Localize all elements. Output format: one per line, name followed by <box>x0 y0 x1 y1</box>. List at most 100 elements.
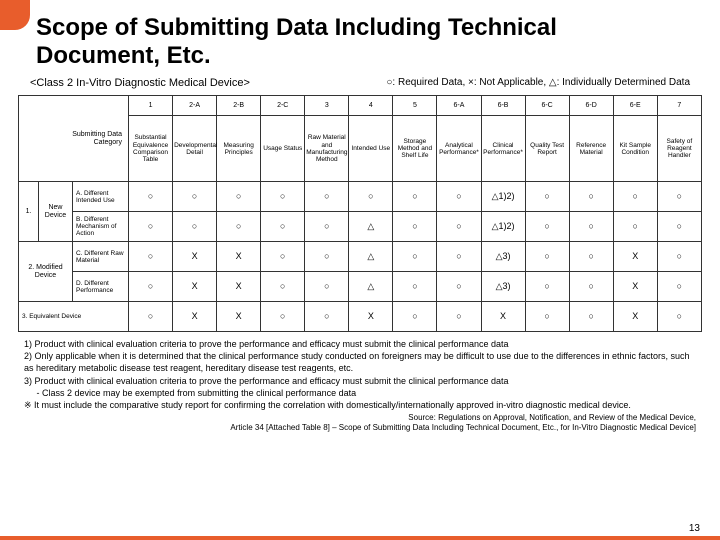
col-header: 2-B <box>217 96 261 116</box>
data-cell: △1)2) <box>481 212 525 242</box>
row-group-num: 1. <box>19 182 39 242</box>
data-cell: X <box>173 302 217 332</box>
data-cell: ○ <box>305 242 349 272</box>
data-cell: X <box>613 302 657 332</box>
data-cell: △1)2) <box>481 182 525 212</box>
col-header: 6-A <box>437 96 481 116</box>
data-cell: ○ <box>525 182 569 212</box>
data-cell: X <box>173 242 217 272</box>
data-cell: ○ <box>437 242 481 272</box>
data-cell: ○ <box>437 212 481 242</box>
data-cell: ○ <box>349 182 393 212</box>
data-cell: X <box>217 242 261 272</box>
data-cell: ○ <box>261 242 305 272</box>
col-header: 2-C <box>261 96 305 116</box>
footnote-line: 2) Only applicable when it is determined… <box>24 350 696 374</box>
data-cell: ○ <box>393 212 437 242</box>
row-label: C. Different Raw Material <box>73 242 129 272</box>
data-cell: ○ <box>261 182 305 212</box>
data-cell: X <box>349 302 393 332</box>
row-group-label: New Device <box>39 182 73 242</box>
col-header: 7 <box>657 96 701 116</box>
footnotes: 1) Product with clinical evaluation crit… <box>0 332 720 413</box>
data-cell: ○ <box>261 272 305 302</box>
col-header: 2-A <box>173 96 217 116</box>
corner-label: Submitting DataCategory <box>19 96 129 182</box>
data-header: Quality Test Report <box>525 116 569 182</box>
data-header: Clinical Performance* <box>481 116 525 182</box>
data-cell: ○ <box>525 242 569 272</box>
data-header: Safety of Reagent Handler <box>657 116 701 182</box>
table-row: B. Different Mechanism of Action○○○○○△○○… <box>19 212 702 242</box>
data-cell: △ <box>349 212 393 242</box>
data-cell: ○ <box>437 272 481 302</box>
data-table: Submitting DataCategory 12-A2-B2-C3456-A… <box>18 95 702 332</box>
data-cell: X <box>217 302 261 332</box>
data-cell: ○ <box>525 272 569 302</box>
data-cell: ○ <box>613 182 657 212</box>
col-header: 6-E <box>613 96 657 116</box>
col-header: 6-C <box>525 96 569 116</box>
bottom-accent-bar <box>0 536 720 540</box>
data-cell: ○ <box>261 212 305 242</box>
data-cell: ○ <box>129 272 173 302</box>
col-header: 3 <box>305 96 349 116</box>
row-label: A. Different Intended Use <box>73 182 129 212</box>
header-row: <Class 2 In-Vitro Diagnostic Medical Dev… <box>0 73 720 95</box>
data-cell: ○ <box>393 272 437 302</box>
data-header: Usage Status <box>261 116 305 182</box>
data-cell: ○ <box>569 272 613 302</box>
data-cell: ○ <box>437 182 481 212</box>
data-cell: ○ <box>393 182 437 212</box>
data-cell: ○ <box>613 212 657 242</box>
table-row: 1.New DeviceA. Different Intended Use○○○… <box>19 182 702 212</box>
data-cell: ○ <box>569 212 613 242</box>
data-cell: △3) <box>481 272 525 302</box>
row-group-full: 3. Equivalent Device <box>19 302 129 332</box>
data-cell: ○ <box>657 272 701 302</box>
data-cell: ○ <box>569 182 613 212</box>
data-header: Developmental Detail <box>173 116 217 182</box>
data-cell: ○ <box>569 302 613 332</box>
col-header: 6-B <box>481 96 525 116</box>
row-label: B. Different Mechanism of Action <box>73 212 129 242</box>
data-header: Substantial Equivalence Comparison Table <box>129 116 173 182</box>
row-label: D. Different Performance <box>73 272 129 302</box>
data-cell: ○ <box>129 182 173 212</box>
data-cell: ○ <box>569 242 613 272</box>
data-cell: △3) <box>481 242 525 272</box>
data-cell: ○ <box>657 242 701 272</box>
table-row: D. Different Performance○XX○○△○○△3)○○X○ <box>19 272 702 302</box>
data-cell: △ <box>349 242 393 272</box>
data-cell: ○ <box>305 182 349 212</box>
data-cell: ○ <box>657 302 701 332</box>
footnote-line: 3) Product with clinical evaluation crit… <box>24 375 696 387</box>
data-cell: ○ <box>217 182 261 212</box>
source-line: Article 34 [Attached Table 8] – Scope of… <box>24 423 696 433</box>
data-cell: X <box>613 242 657 272</box>
table-row: 2. Modified DeviceC. Different Raw Mater… <box>19 242 702 272</box>
data-cell: ○ <box>305 272 349 302</box>
data-table-wrap: Submitting DataCategory 12-A2-B2-C3456-A… <box>0 95 720 332</box>
data-cell: △ <box>349 272 393 302</box>
legend: ○: Required Data, ×: Not Applicable, △: … <box>386 77 690 89</box>
data-cell: ○ <box>525 302 569 332</box>
col-header: 4 <box>349 96 393 116</box>
data-cell: ○ <box>525 212 569 242</box>
brand-corner <box>0 0 30 30</box>
data-cell: ○ <box>657 212 701 242</box>
source: Source: Regulations on Approval, Notific… <box>0 413 720 434</box>
data-cell: ○ <box>129 302 173 332</box>
footnote-line: - Class 2 device may be exempted from su… <box>24 387 696 399</box>
col-header: 5 <box>393 96 437 116</box>
data-cell: ○ <box>217 212 261 242</box>
data-cell: ○ <box>437 302 481 332</box>
data-header: Measuring Principles <box>217 116 261 182</box>
data-cell: ○ <box>305 302 349 332</box>
data-header: Analytical Performance* <box>437 116 481 182</box>
data-header: Kit Sample Condition <box>613 116 657 182</box>
data-cell: ○ <box>657 182 701 212</box>
col-header: 1 <box>129 96 173 116</box>
data-header: Storage Method and Shelf Life <box>393 116 437 182</box>
footnote-line: ※ It must include the comparative study … <box>24 399 696 411</box>
